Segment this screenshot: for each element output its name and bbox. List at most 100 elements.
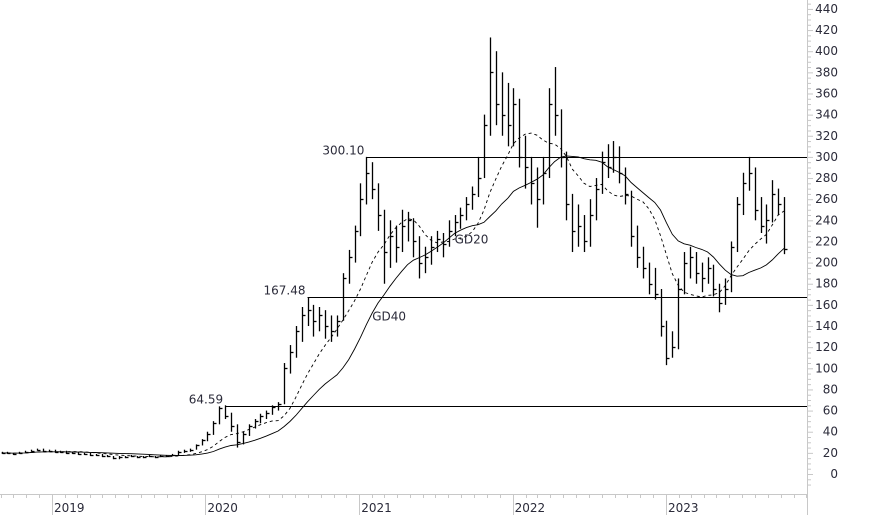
ohlc-bar: [271, 405, 276, 415]
ohlc-bar: [665, 320, 670, 366]
ohlc-bar: [577, 204, 582, 247]
moving-average-gd20: [1, 132, 785, 458]
ohlc-bar: [689, 246, 694, 279]
ohlc-bar: [42, 448, 47, 453]
ohlc-bar: [495, 51, 500, 126]
y-tick-label: 260: [815, 192, 838, 206]
ohlc-bar: [648, 262, 653, 295]
y-tick-label: 60: [823, 404, 838, 418]
ohlc-bar: [295, 326, 300, 358]
y-tick-label: 120: [815, 340, 838, 354]
ohlc-bar: [565, 151, 570, 221]
ohlc-bar: [660, 289, 665, 337]
ohlc-bar: [736, 197, 741, 253]
ohlc-bar: [548, 88, 553, 179]
ohlc-bar: [748, 156, 753, 191]
ohlc-bar: [542, 156, 547, 205]
ohlc-bar: [354, 225, 359, 263]
y-tick-label: 100: [815, 361, 838, 375]
ohlc-bar: [471, 186, 476, 210]
ohlc-bar: [707, 257, 712, 284]
ohlc-bar: [201, 439, 206, 446]
ohlc-bar: [724, 278, 729, 305]
ohlc-bar: [701, 262, 706, 293]
ohlc-bar: [218, 406, 223, 425]
ohlc-bar: [236, 424, 241, 448]
ohlc-bar: [142, 456, 147, 459]
ohlc-bar: [259, 413, 264, 424]
ohlc-bar: [254, 419, 259, 429]
ohlc-bar: [59, 450, 64, 454]
ohlc-bar: [524, 135, 529, 189]
ohlc-bar: [560, 109, 565, 168]
ohlc-bar: [395, 225, 400, 263]
level-label: 64.59: [189, 393, 223, 407]
moving-average-label: GD20: [455, 233, 489, 247]
ohlc-bar: [24, 450, 29, 454]
ohlc-bar: [71, 451, 76, 455]
ohlc-bar: [171, 453, 176, 457]
ohlc-bar: [183, 449, 188, 453]
ohlc-bar: [436, 230, 441, 253]
ohlc-bar: [671, 331, 676, 358]
ohlc-bar: [418, 236, 423, 279]
y-tick-label: 180: [815, 277, 838, 291]
ohlc-bar: [324, 310, 329, 339]
ohlc-bar: [465, 197, 470, 221]
ohlc-bar: [536, 167, 541, 228]
ohlc-bar: [777, 188, 782, 216]
ohlc-bar: [636, 225, 641, 268]
ohlc-bar: [312, 304, 317, 337]
ohlc-bar: [754, 167, 759, 221]
y-tick-label: 140: [815, 319, 838, 333]
ohlc-bar: [595, 178, 600, 221]
ohlc-bar: [289, 345, 294, 374]
ohlc-bar: [177, 450, 182, 455]
ohlc-bar: [407, 211, 412, 242]
ohlc-bar: [136, 456, 141, 459]
y-tick-label: 400: [815, 44, 838, 58]
ohlc-bar: [554, 67, 559, 136]
ohlc-bar: [89, 452, 94, 457]
ohlc-bar: [36, 448, 41, 452]
ohlc-bar: [371, 162, 376, 200]
ohlc-bar: [112, 456, 117, 460]
ohlc-bar: [583, 215, 588, 253]
ohlc-bar: [148, 454, 153, 458]
y-tick-label: 80: [823, 382, 838, 396]
ohlc-bar: [54, 449, 59, 454]
ohlc-bar: [6, 451, 11, 455]
ohlc-bar: [401, 209, 406, 253]
x-tick-label: 2020: [207, 501, 238, 515]
ohlc-bar: [389, 220, 394, 268]
ohlc-bar: [348, 249, 353, 284]
ohlc-bar: [783, 197, 788, 255]
y-tick-label: 200: [815, 256, 838, 270]
axes: 0 20 40 60 80 100 120 140 160 180 200 220 240 260 280 3…: [0, 0, 838, 515]
ohlc-bar: [612, 141, 617, 173]
ohlc-bar: [448, 220, 453, 247]
ohlc-bar: [442, 233, 447, 258]
level-label: 167.48: [264, 284, 306, 298]
x-tick-label: 2022: [515, 501, 546, 515]
ohlc-bar: [607, 144, 612, 179]
y-tick-label: 160: [815, 298, 838, 312]
horizontal-levels: 300.10 167.48 64.59: [189, 144, 807, 419]
ohlc-bar: [771, 180, 776, 223]
ohlc-bar: [601, 151, 606, 194]
ohlc-bar: [165, 454, 170, 458]
moving-average-label: GD40: [372, 310, 406, 324]
ohlc-bar: [330, 315, 335, 342]
moving-average-gd40: [1, 155, 785, 456]
ohlc-bar: [518, 98, 523, 168]
ohlc-bar: [642, 246, 647, 279]
ohlc-bar: [336, 315, 341, 337]
ohlc-bar: [1, 451, 6, 455]
y-tick-label: 0: [830, 467, 838, 481]
x-tick-label: 2023: [668, 501, 699, 515]
y-tick-label: 380: [815, 65, 838, 79]
ohlc-bar: [654, 267, 659, 300]
ohlc-bar: [718, 283, 723, 313]
y-tick-label: 220: [815, 234, 838, 248]
